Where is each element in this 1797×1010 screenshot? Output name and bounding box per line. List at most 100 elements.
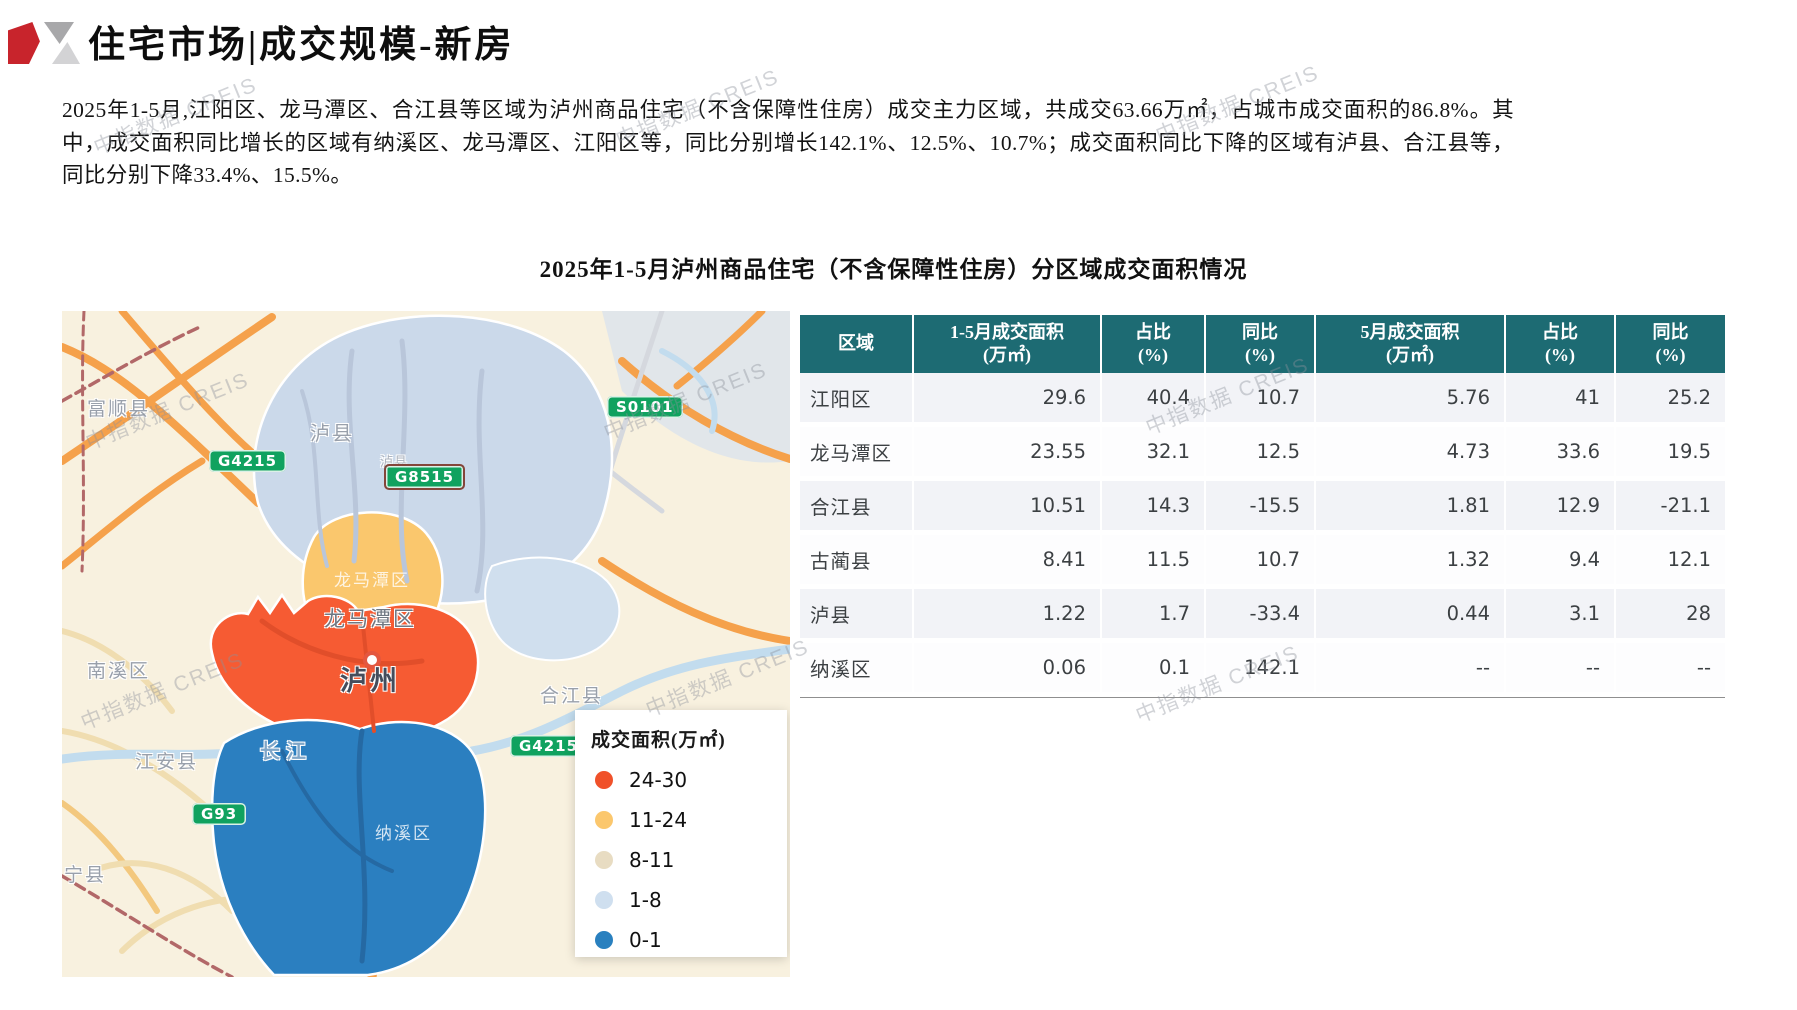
section-title: 2025年1-5月泸州商品住宅（不含保障性住房）分区域成交面积情况 [539,257,1248,282]
label-hejiang: 合江县 [540,686,604,707]
brand-logo-icon [8,18,86,64]
legend-label: 24-30 [629,768,688,792]
label-longmatan-faint: 龙马潭区 [334,571,410,590]
table-cell: 33.6 [1504,427,1614,476]
table-cell: -- [1504,643,1614,692]
column-header: 同比 (%) [1204,315,1314,373]
legend-label: 11-24 [629,808,688,832]
table-bottom-rule [800,697,1725,698]
label-nanxi: 南溪区 [87,661,151,682]
legend-item: 0-1 [591,920,771,960]
road-badge-g93: G93 [192,803,247,825]
legend-item: 8-11 [591,840,771,880]
table-cell: 29.6 [912,373,1100,422]
table-cell: 40.4 [1100,373,1204,422]
map-legend: 成交面积(万㎡) 24-30 11-24 8-11 1-8 0-1 [575,710,787,957]
column-header: 区域 [838,333,874,354]
legend-item: 11-24 [591,800,771,840]
column-header: 5月成交面积 (万㎡) [1314,315,1504,373]
table-row: 古蔺县 8.41 11.5 10.7 1.32 9.4 12.1 [800,535,1725,589]
table-cell: 10.51 [912,481,1100,530]
table-cell: 10.7 [1204,373,1314,422]
table-header-row: 区域 1-5月成交面积 (万㎡) 占比 (%) 同比 (%) 5月成交面积 (万㎡) 占… [800,315,1725,373]
legend-item: 1-8 [591,880,771,920]
table-cell: -- [1314,643,1504,692]
table-cell: 11.5 [1100,535,1204,584]
table-cell: 古蔺县 [810,552,872,573]
column-header: 占比 (%) [1100,315,1204,373]
logo-lightgray-shape [52,42,80,64]
label-changjiang: 长江 [260,741,312,763]
luzhou-district-map: 富顺县 泸县 泸县 龙马潭区 龙马潭区 泸州 南溪区 合江县 长江 江安县 纳溪… [62,311,790,977]
label-naxi: 纳溪区 [375,824,432,843]
region-naxi [210,718,487,977]
column-header: 1-5月成交面积 (万㎡) [912,315,1100,373]
table-row: 江阳区 29.6 40.4 10.7 5.76 41 25.2 [800,373,1725,427]
road-badge-s0101: S0101 [607,396,683,418]
page-title: 住宅市场|成交规模-新房 [88,25,515,66]
label-luxian: 泸县 [310,423,354,445]
legend-dot-icon [595,771,613,789]
road-badge-g4215: G4215 [209,450,287,472]
table-cell: 25.2 [1614,373,1725,422]
table-cell: 41 [1504,373,1614,422]
logo-red-shape [8,22,40,64]
table-cell: 纳溪区 [810,660,872,681]
table-cell: 龙马潭区 [810,444,893,465]
table-cell: 4.73 [1314,427,1504,476]
column-header: 同比 (%) [1614,315,1725,373]
transaction-table: 区域 1-5月成交面积 (万㎡) 占比 (%) 同比 (%) 5月成交面积 (万㎡) 占… [800,315,1725,698]
table-cell: -21.1 [1614,481,1725,530]
table-cell: -- [1614,643,1725,692]
table-cell: 10.7 [1204,535,1314,584]
table-cell: 32.1 [1100,427,1204,476]
legend-label: 1-8 [629,888,662,912]
luzhou-city-marker-icon [363,651,381,669]
legend-dot-icon [595,931,613,949]
label-longmatan: 龙马潭区 [324,607,416,631]
table-body: 江阳区 29.6 40.4 10.7 5.76 41 25.2 龙马潭区 23.… [800,373,1725,698]
road-badge-g8515: G8515 [384,464,466,490]
legend-title: 成交面积(万㎡) [591,730,726,751]
column-header: 占比 (%) [1504,315,1614,373]
table-cell: 5.76 [1314,373,1504,422]
table-cell: 1.81 [1314,481,1504,530]
table-cell: 12.1 [1614,535,1725,584]
table-cell: 1.32 [1314,535,1504,584]
table-cell: 江阳区 [810,390,872,411]
table-cell: 泸县 [810,606,852,627]
table-cell: -15.5 [1204,481,1314,530]
table-row: 纳溪区 0.06 0.1 142.1 -- -- -- [800,643,1725,697]
table-cell: 19.5 [1614,427,1725,476]
legend-label: 8-11 [629,848,675,872]
table-cell: 28 [1614,589,1725,638]
region-luxian-east [484,556,621,662]
table-row: 龙马潭区 23.55 32.1 12.5 4.73 33.6 19.5 [800,427,1725,481]
table-cell: -33.4 [1204,589,1314,638]
table-cell: 1.22 [912,589,1100,638]
table-cell: 9.4 [1504,535,1614,584]
table-cell: 0.44 [1314,589,1504,638]
road-badge-g4215b: G4215 [510,735,588,757]
legend-dot-icon [595,851,613,869]
summary-text: 2025年1-5月,江阳区、龙马潭区、合江县等区域为泸州商品住宅（不含保障性住房… [62,98,1514,188]
label-ningxian: 宁县 [64,865,107,886]
table-row: 泸县 1.22 1.7 -33.4 0.44 3.1 28 [800,589,1725,643]
table-cell: 合江县 [810,498,872,519]
table-cell: 8.41 [912,535,1100,584]
table-cell: 12.9 [1504,481,1614,530]
table-cell: 14.3 [1100,481,1204,530]
legend-dot-icon [595,891,613,909]
label-luzhou: 泸州 [340,666,400,696]
label-fushun: 富顺县 [87,399,151,420]
table-cell: 0.1 [1100,643,1204,692]
logo-gray-shape [44,22,74,44]
legend-label: 0-1 [629,928,662,952]
table-cell: 1.7 [1100,589,1204,638]
legend-dot-icon [595,811,613,829]
table-cell: 3.1 [1504,589,1614,638]
table-cell: 12.5 [1204,427,1314,476]
table-cell: 0.06 [912,643,1100,692]
legend-item: 24-30 [591,760,771,800]
